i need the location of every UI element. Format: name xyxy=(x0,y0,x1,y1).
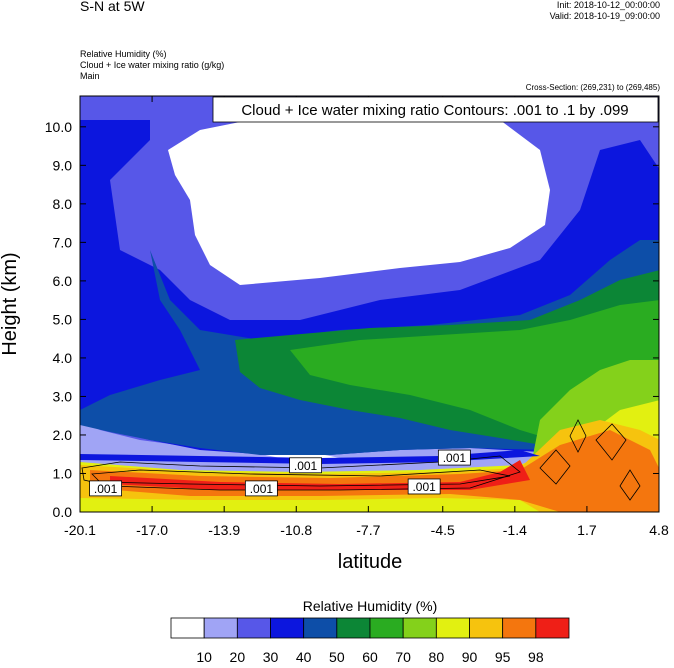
colorbar-level-label: 60 xyxy=(362,649,378,665)
field-label-domain: Main xyxy=(80,71,100,81)
contour-info-box: Cloud + Ice water mixing ratio Contours:… xyxy=(212,96,659,123)
colorbar-level-label: 70 xyxy=(395,649,411,665)
colorbar-swatch xyxy=(535,617,570,639)
contour-label-box xyxy=(244,480,278,497)
contour-label: .001 xyxy=(412,480,436,494)
colorbar-swatch xyxy=(369,617,404,639)
colorbar-level-label: 98 xyxy=(528,649,544,665)
y-tick-label: 5.0 xyxy=(53,311,73,327)
contour-label-box xyxy=(407,478,441,495)
x-tick-label: 4.8 xyxy=(649,522,669,538)
x-tick-label: -17.0 xyxy=(136,522,168,538)
init-time: Init: 2018-10-12_00:00:00 xyxy=(556,0,660,10)
colorbar-level-label: 10 xyxy=(196,649,212,665)
contour-line xyxy=(539,449,571,485)
colorbar-swatch xyxy=(236,617,271,639)
x-tick-label: -1.4 xyxy=(503,522,527,538)
colorbar-swatch xyxy=(170,617,205,639)
y-tick-label: 7.0 xyxy=(53,234,73,250)
field-label-cloud: Cloud + Ice water mixing ratio (g/kg) xyxy=(80,60,225,70)
y-tick-label: 2.0 xyxy=(53,427,73,443)
y-tick-label: 8.0 xyxy=(53,196,73,212)
field-label-rh: Relative Humidity (%) xyxy=(80,49,167,59)
y-tick-label: 3.0 xyxy=(53,388,73,404)
colorbar-swatch xyxy=(402,617,437,639)
contour-line xyxy=(569,419,587,453)
contour-label: .001 xyxy=(250,482,274,496)
y-axis-label: Height (km) xyxy=(0,252,21,355)
page-title: S-N at 5W xyxy=(80,0,145,14)
x-tick-label: 1.7 xyxy=(577,522,597,538)
colorbar-swatch xyxy=(502,617,537,639)
colorbar-swatch xyxy=(203,617,238,639)
contour-label: .001 xyxy=(94,482,118,496)
contour-line xyxy=(91,469,511,487)
x-axis-label: latitude xyxy=(338,551,403,573)
x-tick-label: -10.8 xyxy=(280,522,312,538)
colorbar-swatch xyxy=(336,617,371,639)
contour-label: .001 xyxy=(443,451,467,465)
y-tick-label: 0.0 xyxy=(53,504,73,520)
y-tick-label: 9.0 xyxy=(53,157,73,173)
y-axis: 0.0 1.0 2.0 3.0 4.0 5.0 6.0 7.0 8.0 9.0 10.0 xyxy=(45,119,659,520)
rh-field xyxy=(80,96,659,512)
colorbar-level-label: 50 xyxy=(329,649,345,665)
rh-band-l0-upper xyxy=(168,112,550,285)
colorbar-swatch xyxy=(303,617,338,639)
contour-label-box xyxy=(289,457,322,474)
colorbar: 10 20 30 40 50 60 70 80 90 95 98 xyxy=(170,617,570,665)
contour-label-box xyxy=(437,449,471,466)
colorbar-level-label: 80 xyxy=(429,649,445,665)
y-tick-label: 6.0 xyxy=(53,273,73,289)
contour-label-box xyxy=(89,480,122,497)
x-tick-label: -4.5 xyxy=(431,522,455,538)
colorbar-level-label: 95 xyxy=(495,649,511,665)
colorbar-swatch xyxy=(469,617,504,639)
contour-line xyxy=(595,423,627,461)
colorbar-level-label: 40 xyxy=(296,649,312,665)
colorbar-swatch xyxy=(435,617,470,639)
valid-time: Valid: 2018-10-19_09:00:00 xyxy=(549,11,660,21)
contour-labels: .001 .001 .001 .001 .001 xyxy=(89,449,471,497)
y-tick-label: 10.0 xyxy=(45,119,72,135)
colorbar-level-label: 30 xyxy=(263,649,279,665)
y-tick-label: 4.0 xyxy=(53,350,73,366)
contour-line xyxy=(619,469,641,501)
rh-band-l10 xyxy=(90,430,659,512)
x-axis: -20.1 -17.0 -13.9 -10.8 -7.7 -4.5 -1.4 1.7 4.8 xyxy=(64,96,669,538)
x-tick-label: -13.9 xyxy=(208,522,240,538)
x-tick-label: -20.1 xyxy=(64,522,96,538)
colorbar-level-label: 90 xyxy=(462,649,478,665)
y-tick-label: 1.0 xyxy=(53,465,73,481)
colorbar-swatch xyxy=(270,617,305,639)
contour-label: .001 xyxy=(294,459,318,473)
colorbar-level-label: 20 xyxy=(230,649,246,665)
rh-band-l3-ridge xyxy=(80,450,540,464)
rh-band-l11 xyxy=(110,460,530,490)
plot-frame xyxy=(79,95,660,513)
cross-section-label: Cross-Section: (269,231) to (269,485) xyxy=(525,83,660,92)
x-tick-label: -7.7 xyxy=(356,522,380,538)
contour-info-text: Cloud + Ice water mixing ratio Contours:… xyxy=(241,102,628,119)
colorbar-title: Relative Humidity (%) xyxy=(303,598,438,614)
